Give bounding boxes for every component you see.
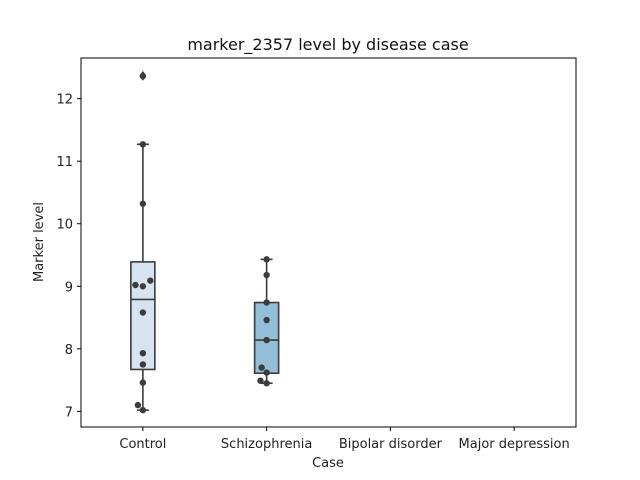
data-point	[147, 277, 154, 284]
y-tick-label: 11	[56, 155, 73, 170]
data-point	[263, 369, 270, 376]
x-tick-label: Control	[119, 437, 166, 452]
data-point	[132, 281, 139, 289]
data-point	[139, 361, 147, 368]
data-point	[139, 200, 147, 207]
data-point	[263, 256, 270, 263]
data-point	[139, 283, 147, 290]
data-point	[139, 72, 147, 80]
plot-frame	[80, 57, 577, 428]
data-point	[139, 141, 147, 148]
data-point	[139, 379, 147, 386]
x-tick-label: Bipolar disorder	[339, 437, 443, 452]
data-point	[263, 299, 270, 306]
data-point	[258, 364, 265, 371]
data-point	[263, 336, 270, 344]
data-point	[263, 316, 270, 324]
data-point	[139, 406, 147, 414]
data-point	[263, 380, 270, 387]
chart-title: marker_2357 level by disease case	[187, 35, 468, 55]
x-axis-label: Case	[312, 456, 344, 471]
y-axis-label: Marker level	[32, 202, 47, 282]
y-tick-label: 8	[65, 343, 73, 358]
y-tick-label: 9	[65, 280, 73, 295]
y-tick-label: 7	[65, 405, 73, 420]
data-point	[139, 350, 147, 357]
x-tick-label: Schizophrenia	[221, 437, 312, 452]
data-point	[257, 377, 264, 384]
y-tick-label: 12	[56, 93, 73, 108]
data-point	[134, 401, 142, 409]
x-tick-label: Major depression	[459, 437, 570, 452]
y-tick-label: 10	[56, 218, 73, 233]
data-point	[139, 309, 147, 316]
data-point	[263, 271, 270, 279]
